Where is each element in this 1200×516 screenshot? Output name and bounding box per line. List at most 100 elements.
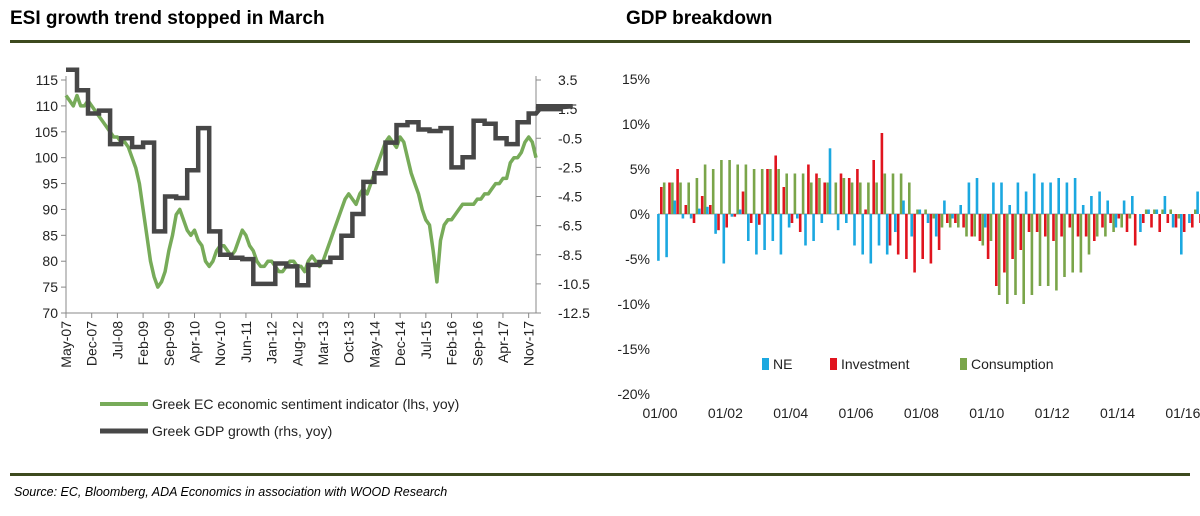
bar-investment [864,209,867,214]
bar-consumption [1104,214,1107,237]
bar-consumption [883,173,887,214]
bar-investment [913,214,916,273]
bar-consumption [1095,214,1099,237]
x-tick-label: 01/08 [904,405,939,421]
bar-investment [668,182,671,214]
x-tick-label: Apr-10 [187,321,203,363]
bar-consumption [1087,214,1091,255]
bar-ne [1180,214,1183,255]
y-tick-label: 15% [622,71,650,87]
bar-consumption [924,209,927,214]
bar-investment [709,205,712,214]
bar-investment [660,187,663,214]
bar-ne [894,214,897,232]
bar-ne [861,214,864,255]
bar-investment [1166,214,1170,223]
bar-ne [1000,182,1003,214]
bar-investment [749,214,753,223]
bar-ne [959,205,962,214]
bar-investment [782,187,786,214]
bar-investment [1125,214,1129,232]
x-tick-label: 01/10 [969,405,1004,421]
x-tick-label: Mar-13 [315,321,331,366]
right-y-tick-label: -10.5 [558,276,590,292]
y-tick-label: 0% [630,206,650,222]
bar-ne [1139,214,1142,232]
bar-consumption [769,169,772,214]
bar-ne [1106,200,1109,214]
bar-investment [962,214,965,228]
bar-investment [1035,214,1039,232]
bar-investment [995,214,998,286]
bar-ne [796,214,799,219]
y-tick-label: 5% [630,161,650,177]
bar-investment [1142,214,1145,223]
x-tick-label: Jul-08 [109,321,125,359]
bar-investment [978,214,982,241]
bar-investment [823,182,826,214]
bar-investment [839,173,843,214]
legend-swatch-investment [830,358,837,370]
legend-esi-label: Greek EC economic sentiment indicator (l… [152,396,459,412]
bar-ne [1188,214,1191,223]
x-tick-label: Sep-09 [161,321,177,366]
x-tick-label: 01/16 [1165,405,1200,421]
bar-investment [1191,214,1194,228]
x-tick-label: Nov-10 [212,321,228,366]
left-y-tick-label: 105 [35,124,59,140]
right-y-tick-label: -0.5 [558,130,582,146]
left-y-tick-label: 80 [42,253,58,269]
bar-ne [1073,178,1077,214]
esi-series-line [64,93,538,289]
bar-consumption [1079,214,1083,273]
bar-investment [1133,214,1137,246]
bar-consumption [875,182,878,214]
bar-investment [954,214,957,223]
bar-ne [787,214,791,228]
bar-consumption [891,173,895,214]
bar-ne [926,214,930,223]
bar-consumption [1194,209,1197,214]
bar-consumption [1177,214,1181,219]
bar-investment [1068,214,1072,228]
bar-consumption [981,214,985,246]
bar-consumption [859,182,862,214]
bar-ne [845,214,848,223]
bar-consumption [940,214,944,228]
bar-investment [1150,214,1153,228]
bar-investment [815,173,818,214]
source-note: Source: EC, Bloomberg, ADA Economics in … [14,485,448,499]
x-tick-label: 01/06 [839,405,874,421]
bar-ne [1057,178,1060,214]
bar-consumption [850,182,854,214]
bar-consumption [1169,209,1172,214]
bar-consumption [760,169,764,214]
bar-investment [1084,214,1088,237]
bar-consumption [1144,209,1148,214]
bar-investment [1052,214,1055,241]
bar-investment [896,214,900,255]
bar-ne [747,214,750,241]
bar-consumption [932,214,936,219]
bar-ne [983,214,987,228]
bar-investment [1019,214,1023,250]
x-tick-label: Nov-17 [521,321,537,366]
bar-ne [698,208,701,214]
bar-consumption [867,182,870,214]
bar-ne [714,214,717,234]
bar-investment [733,214,737,217]
x-tick-label: 01/12 [1035,405,1070,421]
bar-investment [676,169,679,214]
bar-consumption [818,178,821,214]
bar-ne [820,214,824,223]
bar-consumption [908,182,911,214]
x-tick-label: Sep-16 [469,321,485,366]
x-tick-label: Dec-07 [84,321,100,366]
bar-ne [657,214,660,261]
bar-ne [1024,191,1028,214]
legend-gdp-label: Greek GDP growth (rhs, yoy) [152,423,332,439]
bar-consumption [679,182,682,214]
bar-consumption [1112,214,1115,232]
x-tick-label: Jun-11 [238,321,254,363]
x-tick-label: May-07 [58,321,74,368]
